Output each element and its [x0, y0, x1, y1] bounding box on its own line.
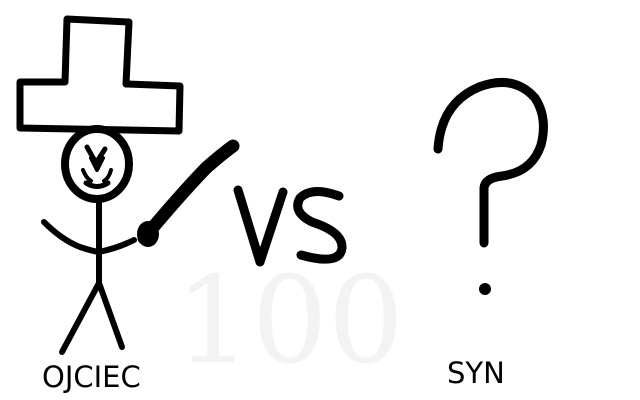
versus-icon — [233, 185, 347, 267]
right-arm-icon — [96, 237, 137, 255]
right-leg-icon — [96, 280, 125, 350]
question-mark-icon — [433, 77, 548, 295]
watermark-text: 100 — [175, 252, 404, 391]
left-leg-icon — [59, 280, 102, 355]
hand-icon — [137, 221, 159, 247]
hat-icon — [16, 15, 184, 135]
face-mark-icon — [89, 156, 105, 172]
face-mouth-icon — [83, 180, 111, 189]
right-figure-caption: SYN — [447, 356, 505, 390]
face-eyes-icon — [84, 144, 108, 166]
stick-figure-icon — [16, 15, 240, 355]
left-figure-caption: OJCIEC — [42, 360, 141, 394]
left-arm-icon — [41, 219, 102, 255]
face-cheek-icon — [81, 168, 113, 183]
club-icon — [137, 139, 240, 245]
